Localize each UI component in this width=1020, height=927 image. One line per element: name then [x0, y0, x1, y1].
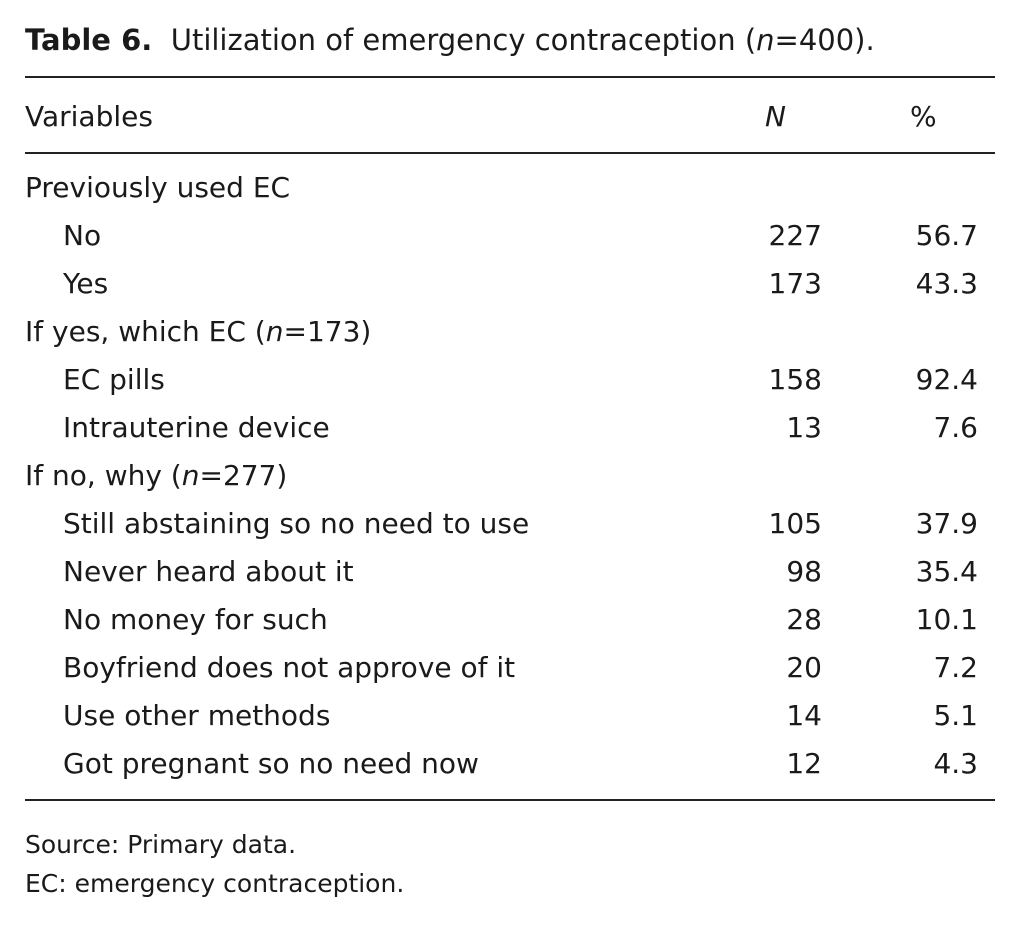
cell-pct: 43.3 [915, 267, 978, 300]
top-rule [25, 76, 995, 78]
section-label-part: If yes, which EC ( [25, 315, 266, 348]
column-header: % [910, 100, 937, 133]
row-label: EC pills [63, 363, 165, 396]
cell-pct: 5.1 [933, 699, 978, 732]
section-label: If no, why (n=277) [25, 459, 287, 493]
section-label-part: n [181, 459, 200, 492]
cell-n: 20 [786, 651, 822, 684]
cell-n: 173 [768, 267, 822, 300]
row-label: Yes [63, 267, 109, 300]
cell-pct: 37.9 [915, 507, 978, 540]
cell-pct: 35.4 [915, 555, 978, 588]
cell-pct: 4.3 [933, 747, 978, 780]
section-label-part: n [265, 315, 284, 348]
table-title: Table 6. Utilization of emergency contra… [25, 23, 875, 57]
section-label: If yes, which EC (n=173) [25, 315, 371, 349]
cell-pct: 7.6 [933, 411, 978, 444]
bottom-rule [25, 799, 995, 801]
cell-pct: 92.4 [915, 363, 978, 396]
cell-n: 13 [786, 411, 822, 444]
row-label: Got pregnant so no need now [63, 747, 479, 780]
cell-n: 14 [786, 699, 822, 732]
row-label: No money for such [63, 603, 328, 636]
cell-n: 98 [786, 555, 822, 588]
cell-n: 227 [768, 219, 822, 252]
section-label-part: =173) [283, 315, 372, 348]
cell-n: 12 [786, 747, 822, 780]
section-label: Previously used EC [25, 171, 290, 205]
title-text: Utilization of emergency contraception ( [170, 23, 757, 57]
row-label: No [63, 219, 102, 252]
cell-pct: 7.2 [933, 651, 978, 684]
column-header: Variables [25, 100, 153, 133]
section-label-part: If no, why ( [25, 459, 182, 492]
cell-pct: 56.7 [915, 219, 978, 252]
row-label: Use other methods [63, 699, 331, 732]
section-label-part: Previously used EC [25, 171, 291, 204]
cell-pct: 10.1 [915, 603, 978, 636]
row-label: Never heard about it [63, 555, 354, 588]
title-label: Table 6. [25, 23, 153, 57]
footnote: Source: Primary data. [25, 830, 297, 859]
row-label: Boyfriend does not approve of it [63, 651, 516, 684]
footnote: EC: emergency contraception. [25, 869, 405, 898]
row-label: Still abstaining so no need to use [63, 507, 530, 540]
title-italic: n [756, 23, 775, 57]
cell-n: 105 [768, 507, 822, 540]
header-rule [25, 152, 995, 154]
column-header: N [765, 100, 786, 133]
cell-n: 158 [768, 363, 822, 396]
row-label: Intrauterine device [63, 411, 330, 444]
title-text: =400). [774, 23, 875, 57]
section-label-part: =277) [199, 459, 288, 492]
cell-n: 28 [786, 603, 822, 636]
